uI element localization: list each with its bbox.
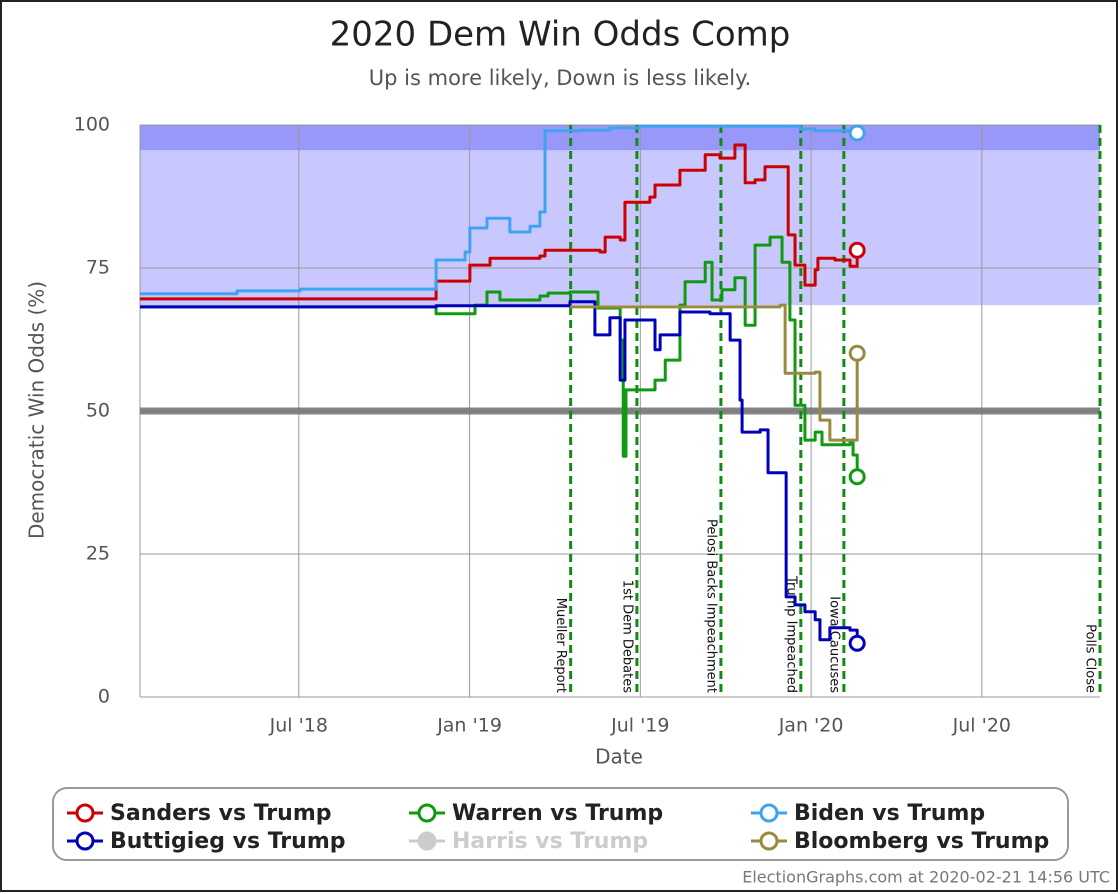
series-line (569, 303, 859, 442)
legend-label: Buttigieg vs Trump (110, 829, 346, 854)
latest-marker (848, 634, 866, 652)
legend-swatch (417, 831, 437, 851)
legend-label: Harris vs Trump (452, 829, 648, 854)
legend-label: Sanders vs Trump (110, 801, 332, 826)
y-tick-label: 50 (86, 400, 110, 422)
event-label: Polls Close (1083, 624, 1098, 693)
legend-swatch (759, 803, 779, 823)
y-tick-label: 0 (98, 686, 110, 708)
chart-title: 2020 Dem Win Odds Comp (330, 15, 791, 55)
legend-swatch (75, 803, 95, 823)
legend-swatch (759, 831, 779, 851)
x-tick-label: Jul '20 (952, 715, 1011, 737)
legend: Sanders vs Trump Warren vs Trump Biden vs … (67, 801, 1049, 854)
event-label: Pelosi Backs Impeachment (703, 519, 718, 693)
latest-marker (848, 344, 866, 362)
legend-box (52, 787, 1069, 861)
latest-marker (848, 124, 866, 142)
legend-label: Bloomberg vs Trump (794, 829, 1049, 854)
y-tick-label: 100 (74, 114, 110, 136)
latest-marker (848, 241, 866, 259)
x-tick-label: Jul '19 (610, 715, 669, 737)
series-line (140, 235, 859, 477)
event-label: Iowa Caucuses (826, 596, 841, 693)
x-tick-label: Jul '18 (269, 715, 328, 737)
band (140, 125, 1100, 306)
legend-label: Biden vs Trump (794, 801, 985, 826)
x-axis-label: Date (595, 745, 643, 769)
series-line (140, 300, 859, 644)
legend-swatch (75, 831, 95, 851)
series-line (140, 143, 859, 301)
x-tick-label: Jan '19 (436, 715, 502, 737)
y-tick-label: 75 (86, 257, 110, 279)
legend-swatch (417, 803, 437, 823)
footer: ElectionGraphs.com at 2020-02-21 14:56 U… (742, 868, 1110, 887)
legend-label: Warren vs Trump (452, 801, 663, 826)
plot-area: 0 25 50 75 100 Jul '18 Jan '19 Jul '19 Jan '20 Ju… (74, 114, 1102, 737)
y-axis-label: Democratic Win Odds (%) (25, 281, 49, 539)
chart-subtitle: Up is more likely, Down is less likely. (369, 66, 751, 90)
x-tick-label: Jan '20 (778, 715, 844, 737)
event-label: Mueller Report (553, 598, 568, 693)
event-label: 1st Dem Debates (619, 580, 634, 693)
series-line (140, 124, 859, 296)
latest-marker (848, 468, 866, 486)
y-tick-label: 25 (86, 543, 110, 565)
